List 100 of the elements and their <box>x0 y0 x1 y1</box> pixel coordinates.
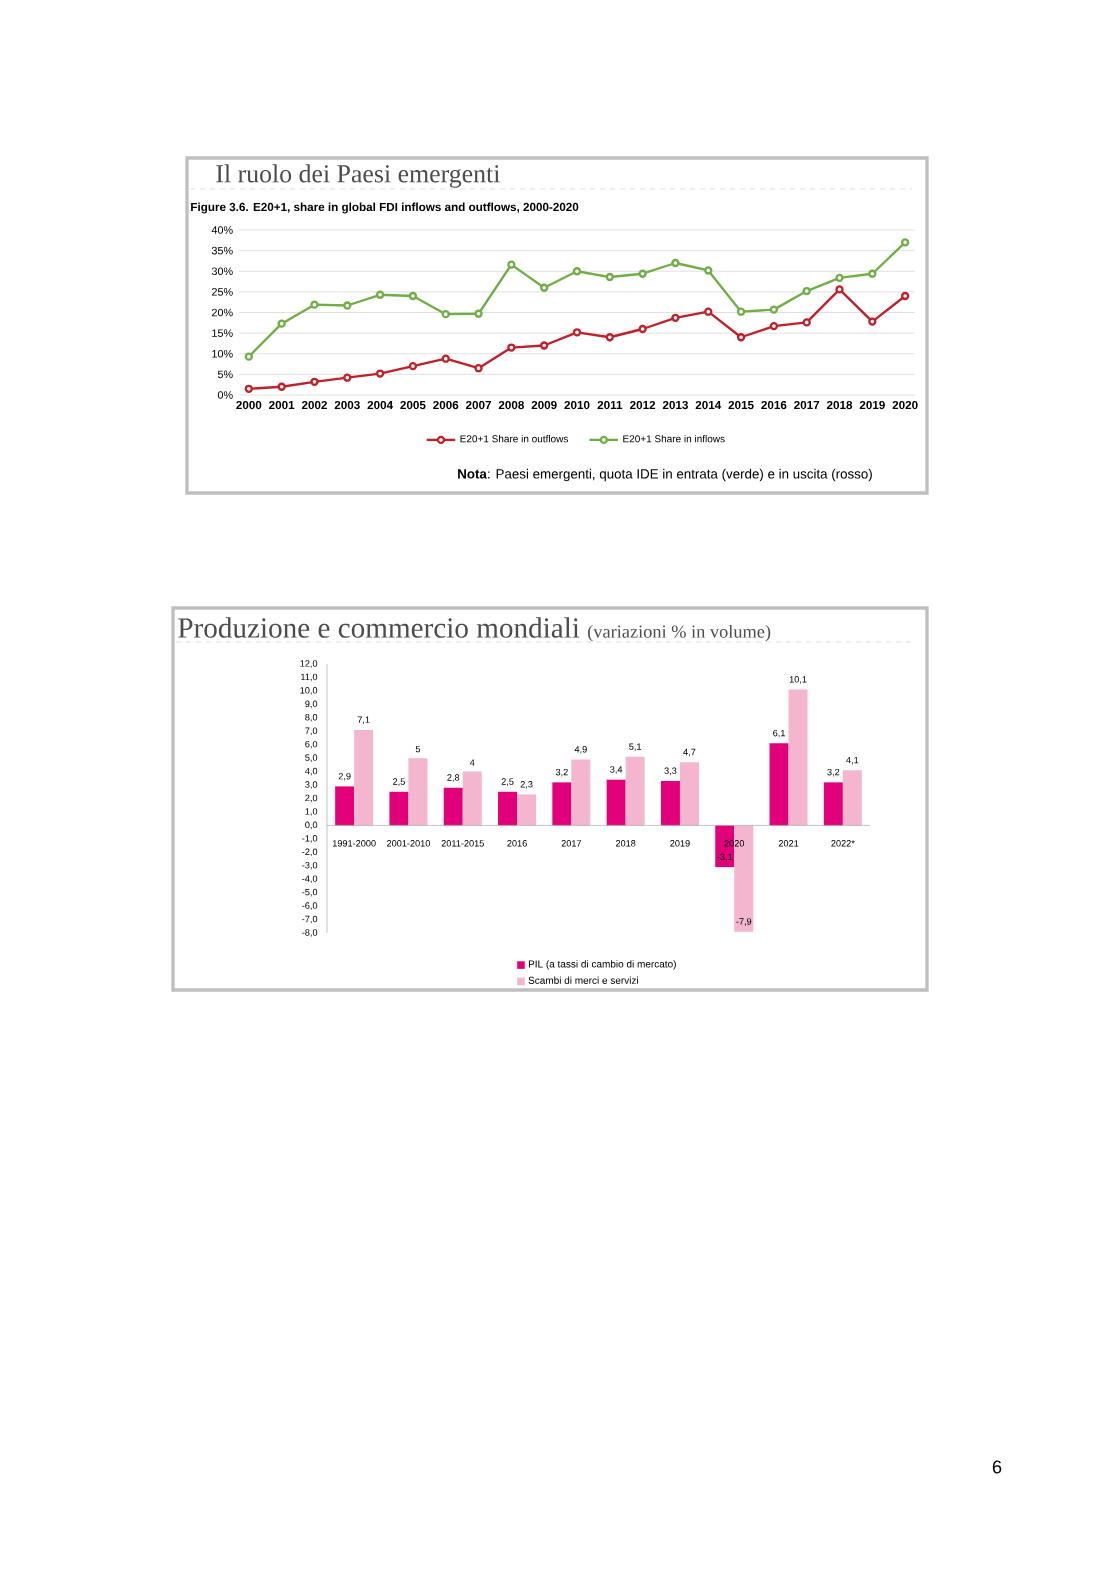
y-tick-label: 0,0 <box>305 821 318 830</box>
y-tick-label: -5,0 <box>302 888 318 897</box>
x-tick-label: 2000 <box>236 400 262 410</box>
y-tick-label: 10,0 <box>300 687 318 695</box>
bar <box>389 791 409 826</box>
y-tick-label: 1,0 <box>305 808 318 816</box>
point <box>835 273 844 283</box>
y-tick-label: 5% <box>217 370 233 379</box>
x-tick-label: 2009 <box>531 400 557 410</box>
x-tick-label: 1991-2000 <box>332 840 376 847</box>
point <box>343 373 352 382</box>
data-label: 4,9 <box>574 746 587 754</box>
point <box>736 307 746 316</box>
bar <box>335 786 355 826</box>
data-label: 3,3 <box>664 767 677 776</box>
y-tick-label: 10% <box>212 349 233 358</box>
x-tick-label: 2015 <box>728 400 754 410</box>
chart-title: Produzione e commercio mondiali <box>178 617 580 638</box>
point <box>704 266 713 275</box>
point <box>540 341 549 350</box>
x-tick-label: 2021 <box>778 840 799 847</box>
bar <box>354 729 374 826</box>
point <box>507 343 516 352</box>
data-label: 2,3 <box>520 781 533 789</box>
data-label: 5,1 <box>629 743 642 751</box>
x-tick-label: 2017 <box>794 400 820 410</box>
data-label: 2,5 <box>501 778 514 786</box>
text: Nota: Paesi emergenti, quota IDE in entrata (verde) e in uscita (rosso) <box>458 468 872 482</box>
x-tick-label: 2019 <box>670 840 690 847</box>
x-tick-label: 2001 <box>269 400 295 410</box>
y-tick-label: 12,0 <box>300 660 318 668</box>
bar <box>606 779 626 826</box>
y-tick-label: -6,0 <box>302 902 318 910</box>
point <box>671 258 680 268</box>
y-tick-label: -3,0 <box>302 861 318 870</box>
x-tick-label: 2008 <box>498 400 524 410</box>
y-tick-label: -8,0 <box>302 929 318 937</box>
point <box>244 384 254 393</box>
x-tick-label: 2003 <box>334 400 360 410</box>
point <box>638 324 647 334</box>
point <box>474 309 483 318</box>
point <box>704 307 713 316</box>
y-tick-label: 8,0 <box>305 714 318 722</box>
point <box>900 238 910 247</box>
x-tick-label: 2016 <box>507 840 527 847</box>
x-tick-label: 2022* <box>831 840 855 847</box>
point <box>638 269 647 278</box>
point <box>868 269 877 278</box>
y-tick-label: 7,0 <box>305 727 318 736</box>
legend-label: PIL (a tassi di cambio di mercato) <box>528 960 676 970</box>
point <box>441 354 450 363</box>
point <box>769 305 779 314</box>
x-tick-label: 2017 <box>561 840 582 847</box>
point <box>474 364 483 373</box>
bar <box>788 689 808 826</box>
point <box>605 333 614 342</box>
point <box>769 321 779 331</box>
data-label: 3,2 <box>555 768 568 777</box>
x-tick-label: 2004 <box>367 400 394 410</box>
bar <box>823 782 843 826</box>
point <box>343 301 352 310</box>
x-tick-label: 2019 <box>859 400 885 410</box>
point <box>408 361 418 371</box>
bar <box>462 771 482 826</box>
x-tick-label: 2020 <box>892 400 918 410</box>
data-label: 5 <box>415 745 421 753</box>
point <box>310 300 319 309</box>
x-tick-label: 2012 <box>630 400 656 410</box>
y-tick-label: 25% <box>211 288 233 296</box>
point <box>277 382 286 391</box>
y-tick-label: 4,0 <box>305 767 318 776</box>
x-tick-label: 2016 <box>761 400 787 410</box>
y-tick-label: 35% <box>211 246 233 255</box>
data-label: 3,2 <box>827 768 840 777</box>
point <box>736 333 746 342</box>
point <box>507 260 516 269</box>
text: 6 <box>992 1460 1002 1474</box>
point <box>375 369 385 378</box>
point <box>671 313 680 323</box>
y-tick-label: 15% <box>212 329 233 337</box>
data-label: 4 <box>469 759 475 766</box>
y-tick-label: 40% <box>211 226 233 234</box>
point <box>540 283 549 292</box>
data-label: 10,1 <box>789 676 807 684</box>
data-label: -3,1 <box>717 853 733 862</box>
data-label: 3,4 <box>610 766 623 774</box>
x-tick-label: 2013 <box>662 400 688 410</box>
x-tick-label: 2002 <box>301 400 327 410</box>
y-tick-label: -4,0 <box>302 875 318 883</box>
point <box>868 317 877 326</box>
point <box>802 318 811 327</box>
x-tick-label: 2018 <box>615 840 636 847</box>
point <box>375 290 385 299</box>
x-tick-label: 2006 <box>433 400 459 410</box>
bar <box>517 794 537 826</box>
point <box>572 328 582 337</box>
point <box>244 352 254 361</box>
data-label: 4,1 <box>846 756 859 765</box>
point <box>408 291 418 301</box>
y-tick-label: -1,0 <box>302 835 318 843</box>
